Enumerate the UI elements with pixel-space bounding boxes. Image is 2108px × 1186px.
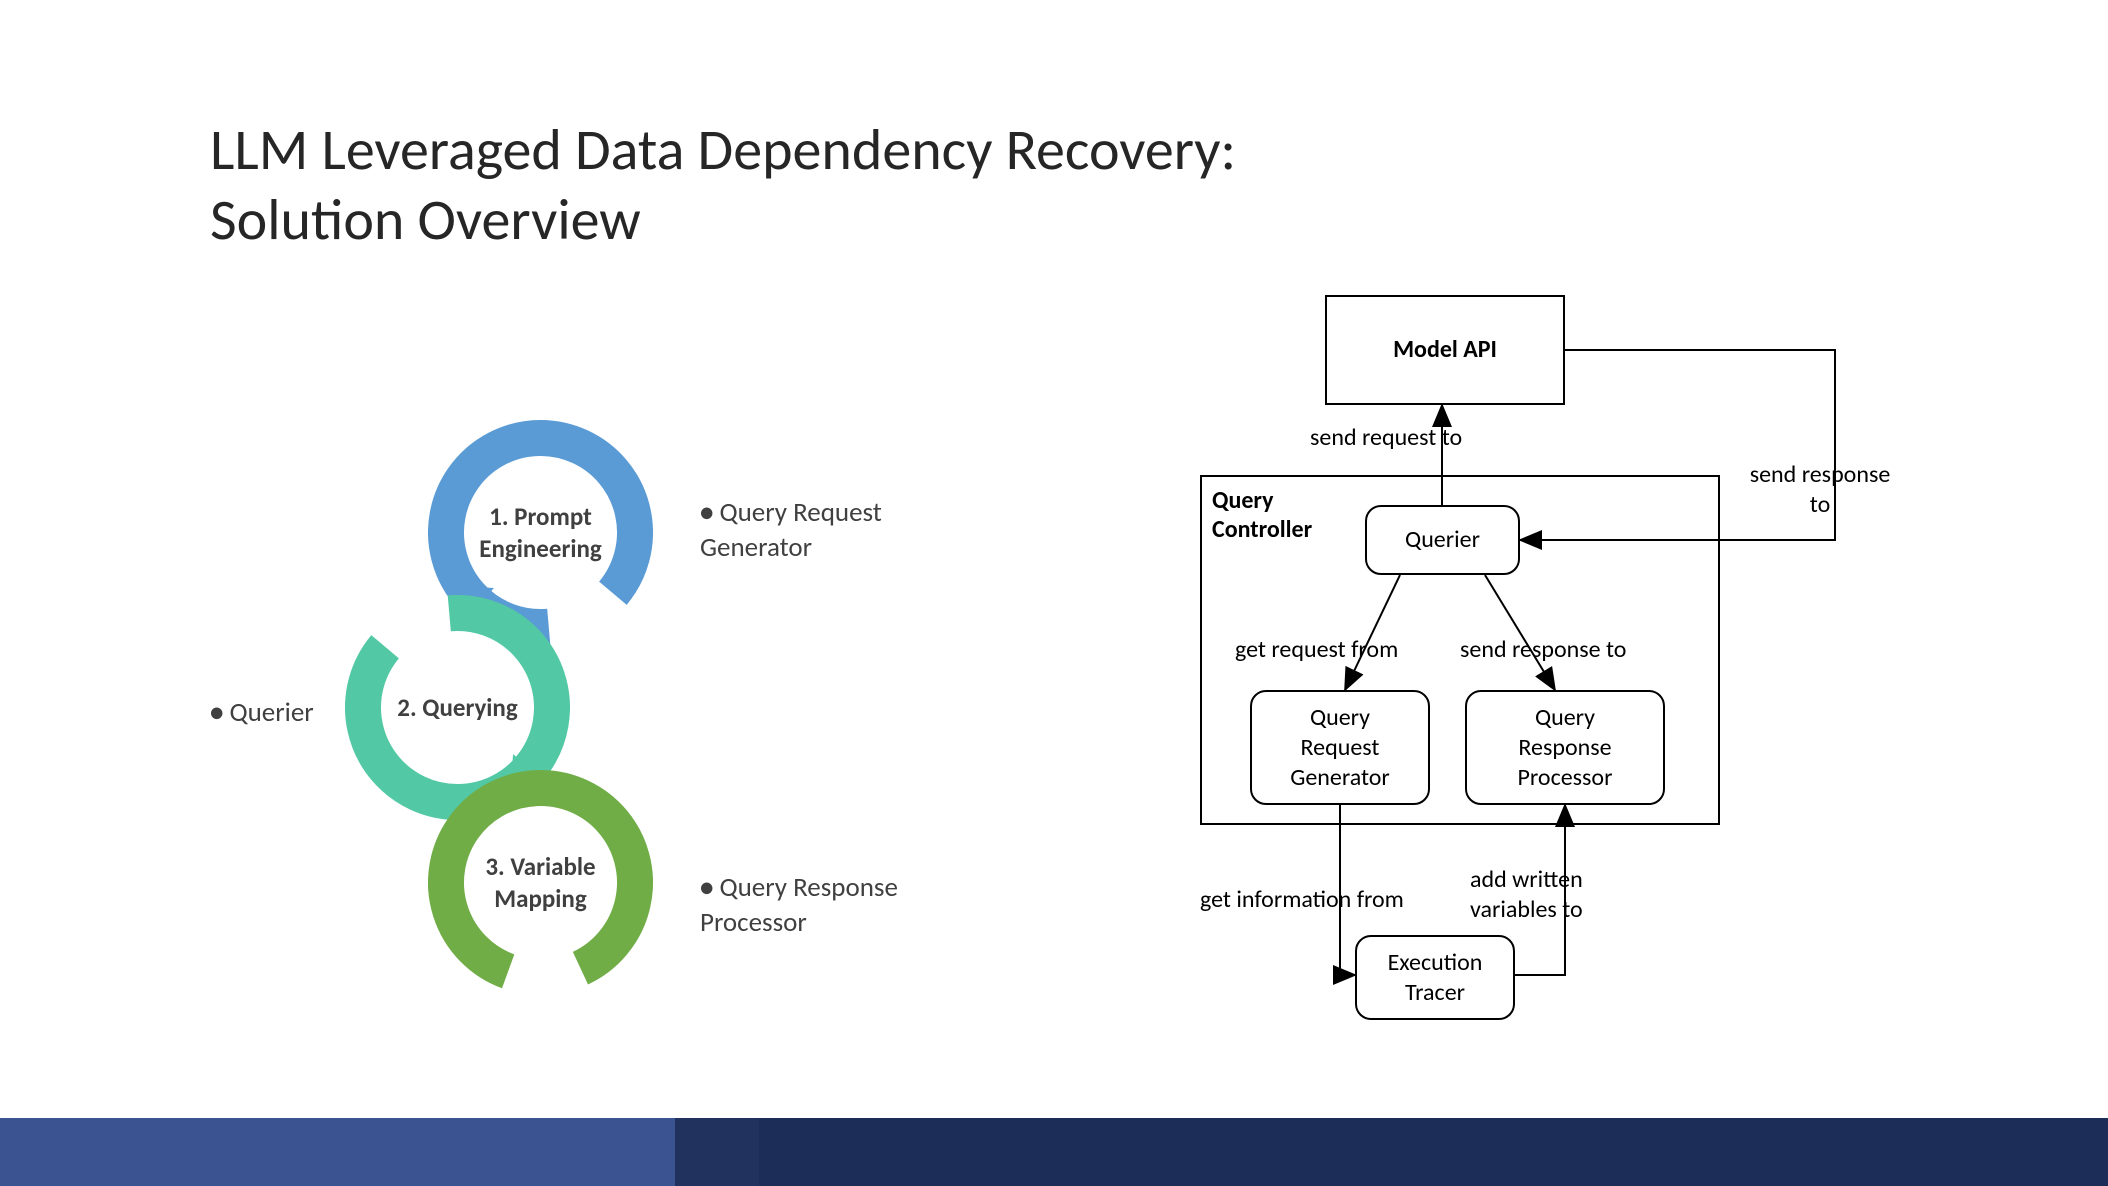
slide: LLM Leveraged Data Dependency Recovery: … (0, 0, 2108, 1186)
process-bullet-2: •Querier (210, 695, 314, 730)
process-cycle-diagram: 1. Prompt Engineering2. Querying3. Varia… (200, 400, 980, 1080)
footer-segment-2 (675, 1118, 759, 1186)
process-bullet-3: •Query Response Processor (700, 870, 960, 940)
footer-segment-3 (759, 1118, 2108, 1186)
title-block: LLM Leveraged Data Dependency Recovery: … (210, 115, 1236, 254)
title-line-1: LLM Leveraged Data Dependency Recovery: (210, 115, 1236, 185)
footer-segment-1 (0, 1118, 675, 1186)
title-line-2: Solution Overview (210, 185, 1236, 255)
footer-bar (0, 1118, 2108, 1186)
architecture-diagram: Query ControllerModel APIQuerierQuery Re… (1200, 295, 1900, 1025)
process-ring-label: 3. Variable Mapping (428, 770, 653, 995)
process-ring-3: 3. Variable Mapping (428, 770, 653, 995)
process-bullet-1: •Query Request Generator (700, 495, 960, 565)
